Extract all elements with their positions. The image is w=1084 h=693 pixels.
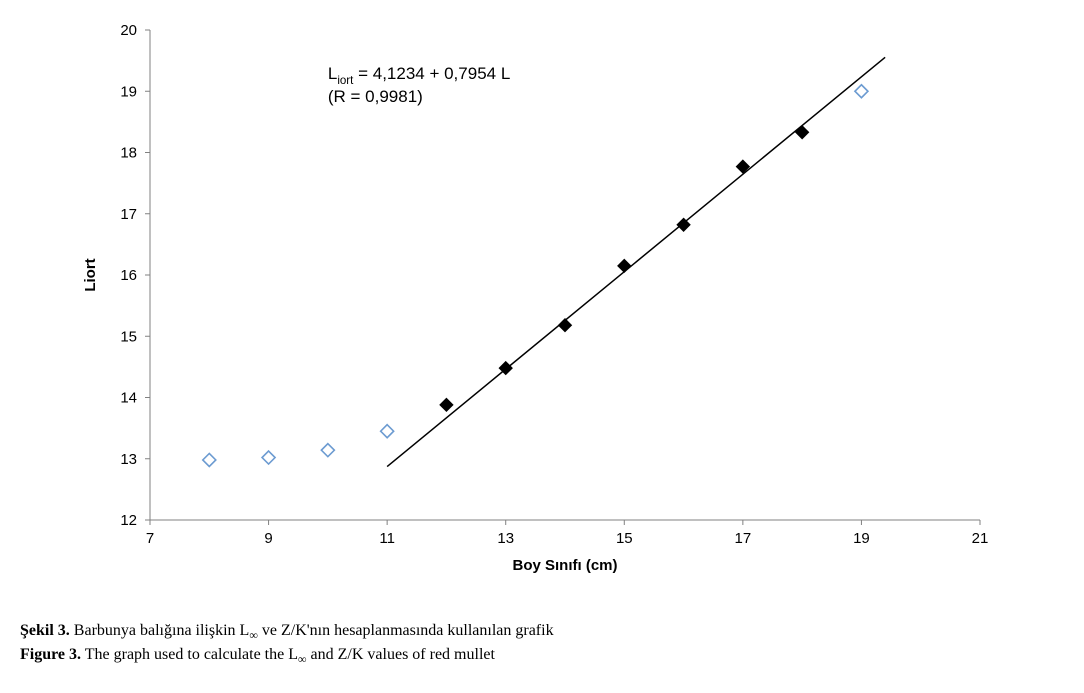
caption-tr-label: Şekil 3. xyxy=(20,622,70,639)
svg-text:19: 19 xyxy=(120,83,137,100)
caption-en-text-b: and Z/K values of red mullet xyxy=(307,646,495,663)
svg-text:9: 9 xyxy=(264,530,272,547)
svg-text:20: 20 xyxy=(120,22,137,39)
svg-text:13: 13 xyxy=(120,451,137,468)
figure-caption: Şekil 3. Barbunya balığına ilişkin L∞ ve… xyxy=(20,620,1060,668)
svg-text:21: 21 xyxy=(972,530,989,547)
caption-tr-text-b: ve Z/K'nın hesaplanmasında kullanılan gr… xyxy=(258,622,554,639)
svg-text:17: 17 xyxy=(735,530,752,547)
svg-text:13: 13 xyxy=(497,530,514,547)
svg-text:Liort: Liort xyxy=(82,258,99,291)
scatter-chart: 7 9 11 13 15 17 19 21 Boy Sınıfı (cm) 12 13 14 15 16 1… xyxy=(60,10,1020,600)
caption-tr-sub: ∞ xyxy=(249,628,258,642)
svg-text:15: 15 xyxy=(616,530,633,547)
caption-en-sub: ∞ xyxy=(298,652,307,666)
svg-text:15: 15 xyxy=(120,328,137,345)
svg-text:17: 17 xyxy=(120,206,137,223)
svg-text:14: 14 xyxy=(120,390,137,407)
caption-en-text-a: The graph used to calculate the L xyxy=(81,646,298,663)
chart-container: 7 9 11 13 15 17 19 21 Boy Sınıfı (cm) 12 13 14 15 16 1… xyxy=(60,10,1020,600)
svg-text:Boy Sınıfı (cm): Boy Sınıfı (cm) xyxy=(512,557,617,574)
svg-text:7: 7 xyxy=(146,530,154,547)
caption-tr-text-a: Barbunya balığına ilişkin L xyxy=(70,622,250,639)
svg-text:18: 18 xyxy=(120,145,137,162)
svg-text:19: 19 xyxy=(853,530,870,547)
caption-en: Figure 3. The graph used to calculate th… xyxy=(20,644,1060,668)
svg-text:12: 12 xyxy=(120,512,137,529)
svg-text:(R = 0,9981): (R = 0,9981) xyxy=(328,87,423,106)
svg-text:16: 16 xyxy=(120,267,137,284)
svg-text:11: 11 xyxy=(379,530,395,547)
caption-en-label: Figure 3. xyxy=(20,646,81,663)
caption-tr: Şekil 3. Barbunya balığına ilişkin L∞ ve… xyxy=(20,620,1060,644)
